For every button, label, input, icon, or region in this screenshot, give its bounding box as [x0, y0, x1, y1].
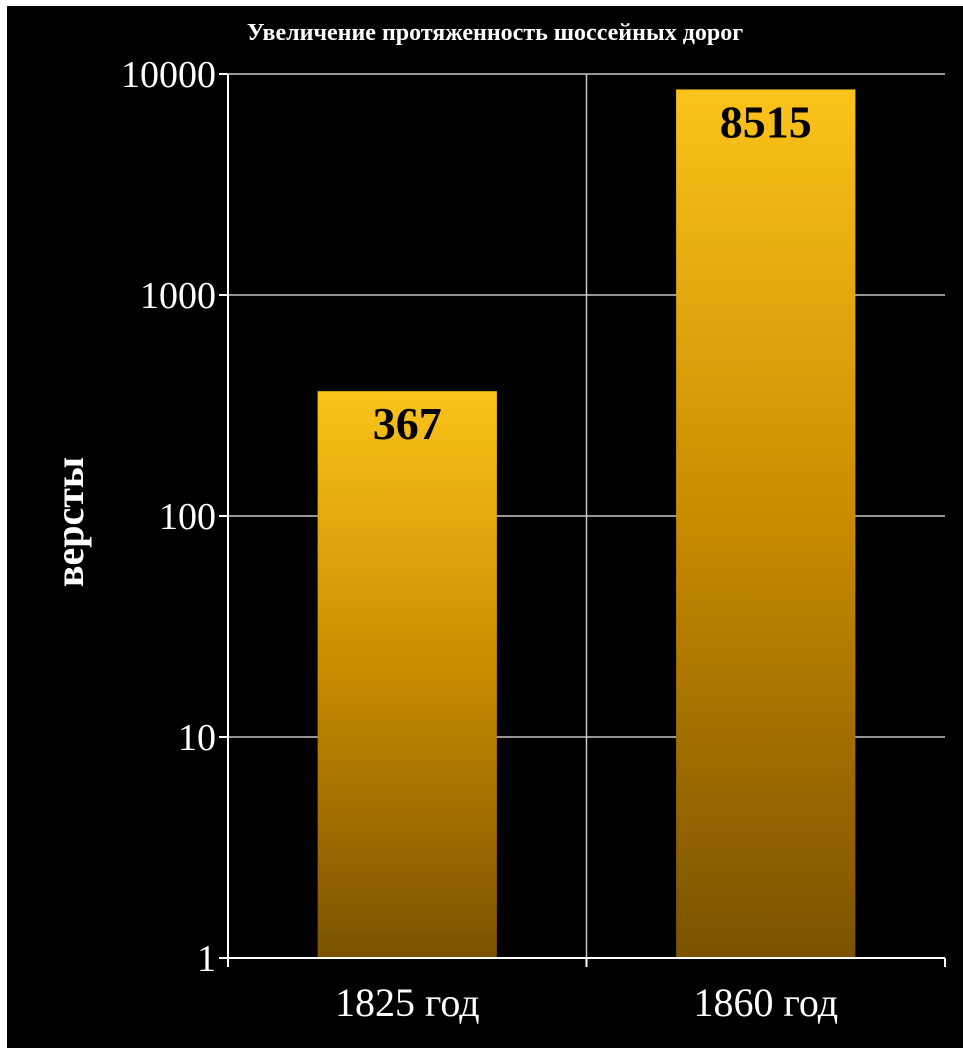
bar-data-label: 367 — [373, 398, 442, 449]
chart-frame: Увеличение протяженность шоссейных дорог… — [7, 6, 963, 1048]
x-category-label: 1825 год — [335, 980, 480, 1025]
y-axis-label: версты — [47, 457, 92, 587]
y-tick-label: 10 — [178, 717, 216, 759]
bar-data-label: 8515 — [720, 96, 812, 147]
x-category-label: 1860 год — [693, 980, 838, 1025]
bar — [317, 391, 497, 958]
y-tick-label: 1000 — [140, 275, 216, 317]
y-tick-label: 100 — [159, 496, 216, 538]
bar-chart: Увеличение протяженность шоссейных дорог… — [47, 20, 946, 1025]
bar — [676, 89, 856, 958]
y-tick-label: 10000 — [121, 54, 216, 96]
chart-title: Увеличение протяженность шоссейных дорог — [247, 20, 743, 46]
y-tick-label: 1 — [197, 938, 216, 980]
